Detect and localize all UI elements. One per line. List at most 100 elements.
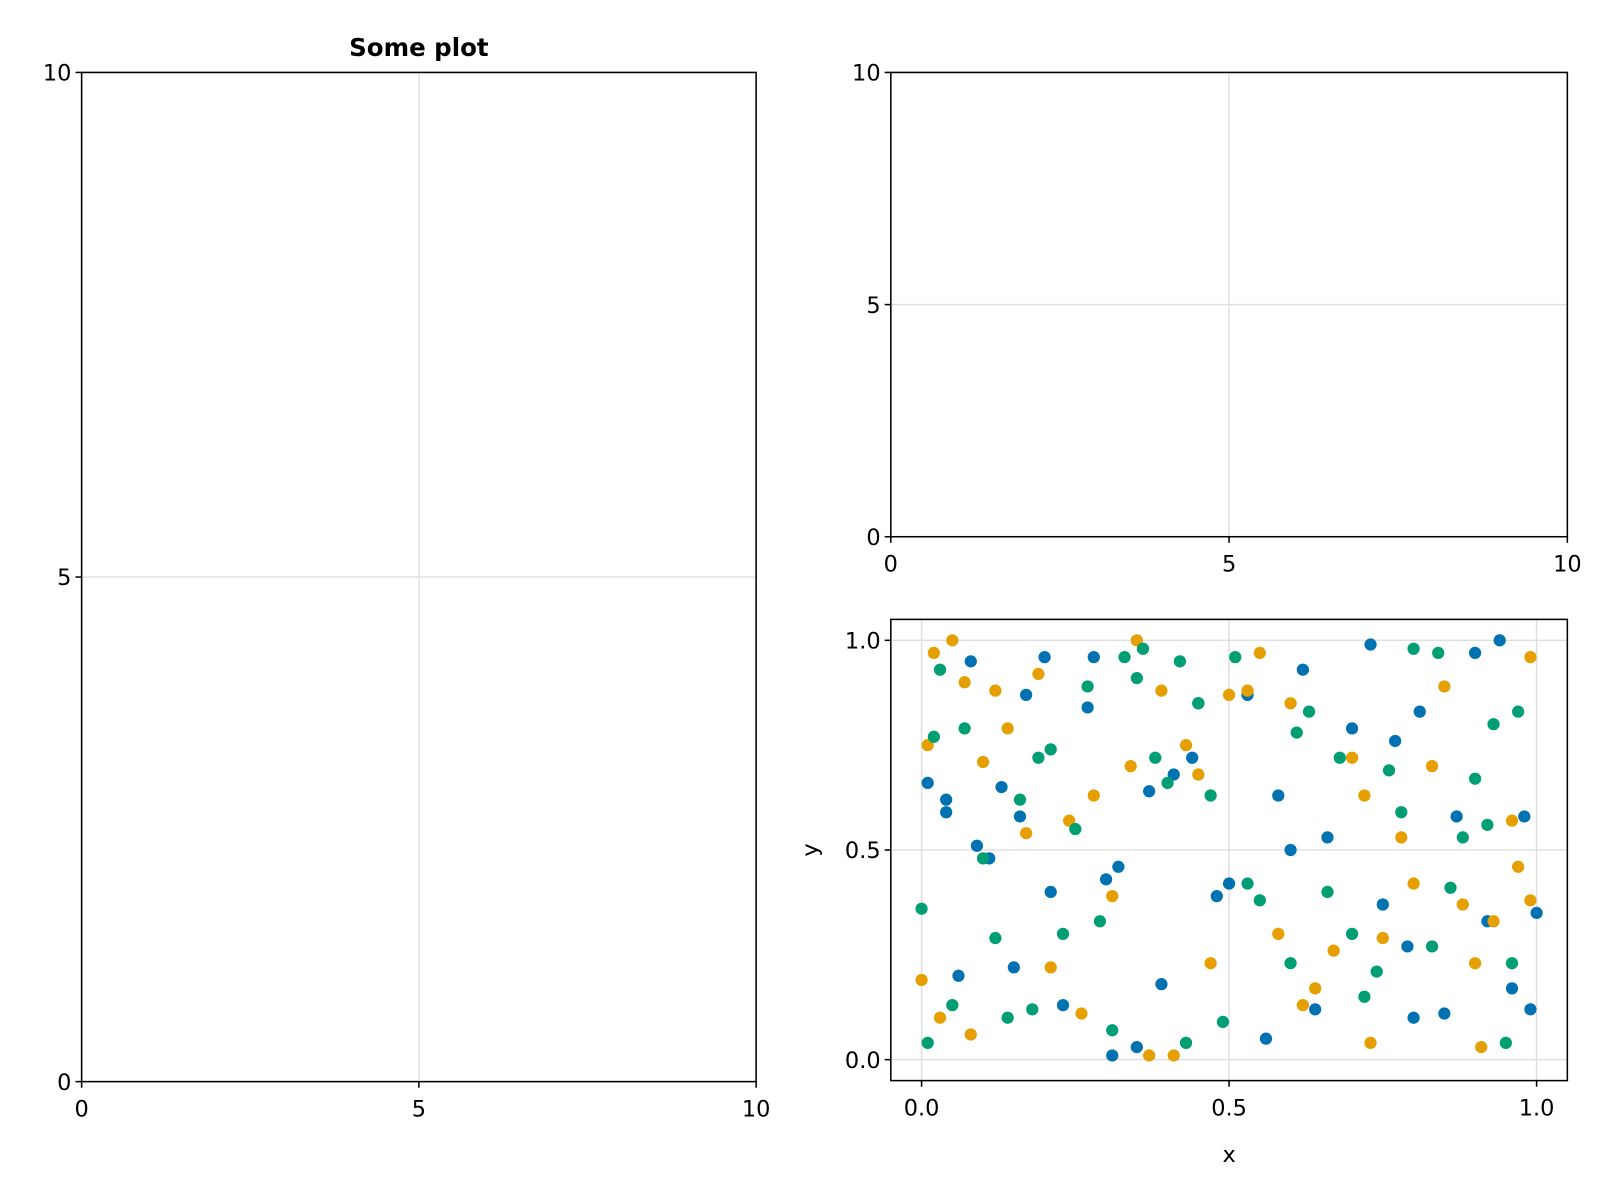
scatter-point [1524,894,1537,907]
scatter-point [1499,1036,1512,1049]
scatter-point [1155,978,1168,991]
scatter-point [1290,726,1303,739]
scatter-point [1130,1040,1143,1054]
scatter-point [1456,898,1469,911]
axis-frame [890,618,1569,1082]
scatter-point [1272,789,1285,802]
scatter-point [1241,877,1254,890]
y-tick-label: 10 [852,61,881,87]
axis-frame [80,71,757,1083]
scatter-point [1241,684,1254,697]
scatter-point [1155,684,1168,697]
x-tick-label: 10 [742,1096,771,1122]
scatter-point [964,1028,977,1041]
scatter-point [970,839,984,852]
scatter-point [1118,651,1131,664]
scatter-point [1309,982,1322,995]
scatter-point [1106,1024,1119,1037]
scatter-point [1044,885,1057,899]
scatter-point [1524,651,1537,664]
scatter-point [933,1011,947,1024]
x-tick-label: 5 [412,1096,426,1122]
y-tick-label: 0 [57,1070,71,1096]
scatter-point [1487,915,1500,928]
scatter-point [1106,890,1119,903]
scatter-point [1204,789,1217,802]
scatter-point [946,999,959,1012]
x-tick-label: 0.5 [1211,1095,1247,1121]
y-tick-label: 10 [43,61,72,87]
scatter-point [1296,999,1310,1012]
scatter-point [1020,688,1033,701]
scatter-point [1505,814,1519,827]
scatter-point [1143,1049,1156,1062]
scatter-point [1044,961,1057,974]
scatter-point [1376,931,1389,945]
scatter-point [1081,701,1094,714]
y-tick-label: 1.0 [845,629,881,655]
scatter-point [1345,751,1359,764]
scatter-point [1284,843,1297,857]
x-tick-label: 5 [1222,551,1236,577]
scatter-point [1179,739,1193,752]
scatter-point [989,931,1002,945]
scatter-point [1432,646,1445,660]
scatter-point [940,793,953,806]
scatter-point [1056,927,1070,940]
scatter-point [1456,831,1469,844]
scatter-point [1253,646,1266,660]
scatter-point [1167,768,1180,781]
axis-frame [890,71,1569,538]
x-tick-label: 0 [74,1096,88,1122]
scatter-point [921,739,934,752]
scatter-point [1364,1036,1377,1049]
scatter-point [1020,827,1033,840]
scatter-point [958,722,971,735]
scatter-point [1481,818,1494,831]
scatter-point [1358,789,1371,802]
scatter-point [1112,860,1125,873]
scatter-point [1192,768,1205,781]
scatter-point [1124,760,1137,773]
scatter-point [1296,663,1310,676]
scatter-point [958,676,971,689]
scatter-point [1425,940,1439,953]
scatter-point [1093,915,1107,928]
scatter-point [1167,1049,1180,1062]
scatter-point [1013,810,1027,823]
scatter-point [1216,1015,1230,1029]
scatter-point [1136,642,1150,655]
scatter-point [1229,651,1242,664]
scatter-point [1272,927,1285,940]
y-tick-label: 5 [866,293,880,319]
y-tick-label: 0.5 [845,838,881,864]
scatter-point [1438,1007,1451,1020]
scatter-point [1179,1036,1193,1049]
scatter-point [1401,940,1414,953]
scatter-point [921,776,934,790]
scatter-point [989,684,1002,697]
scatter-point [1370,965,1383,978]
scatter-point [927,646,940,660]
scatter-point [1001,722,1014,735]
scatter-point [1309,1003,1322,1016]
scatter-point [1075,1007,1088,1020]
scatter-point [1259,1032,1273,1045]
scatter-point [1395,806,1408,819]
scatter-point [976,755,990,769]
scatter-point [921,1036,934,1049]
scatter-point [964,655,977,668]
scatter-point [1345,927,1359,940]
x-axis-label: x [1222,1142,1235,1168]
scatter-point [1321,831,1334,844]
scatter-point [952,969,965,982]
scatter-point [1321,885,1334,899]
scatter-point [1192,697,1205,710]
scatter-point [1173,655,1187,668]
scatter-point [1475,1040,1488,1054]
scatter-point [1505,957,1519,970]
scatter-point [1081,680,1094,693]
scatter-point [1087,651,1100,664]
scatter-point [1524,1003,1537,1016]
scatter-point [1253,894,1266,907]
